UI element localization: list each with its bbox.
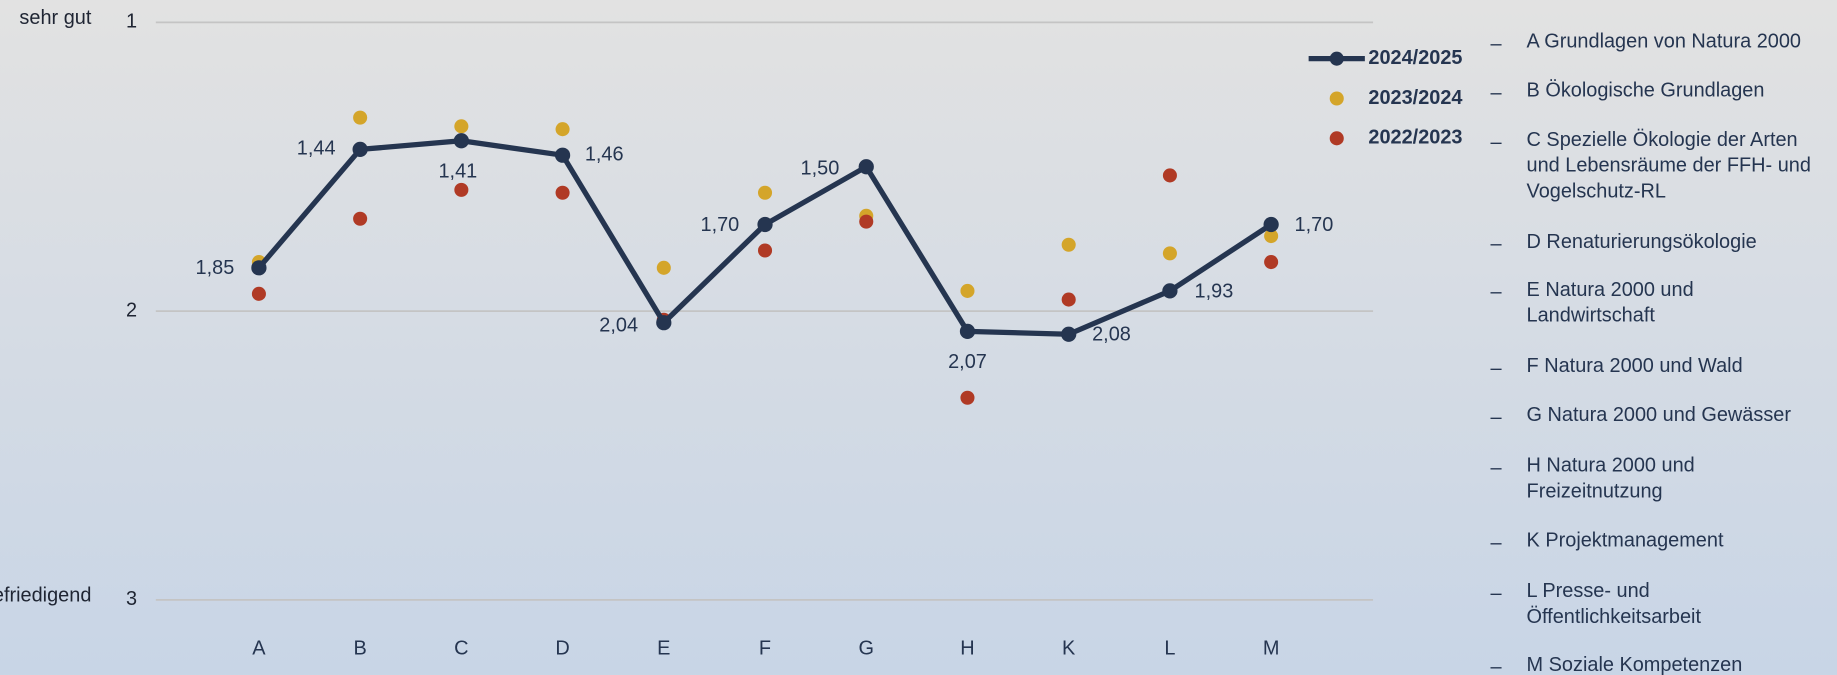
- list-item: Freizeitnutzung: [1527, 480, 1663, 502]
- legend-label: 2023/2024: [1368, 87, 1462, 109]
- dot: [757, 243, 773, 258]
- dot: [454, 119, 469, 134]
- data-label: 1,93: [1195, 280, 1234, 302]
- dot: [960, 390, 975, 405]
- series-line: [256, 138, 1273, 337]
- list-item: K Projektmanagement: [1527, 530, 1724, 552]
- legend-label: 2024/2025: [1368, 47, 1462, 69]
- line-marker: [1263, 216, 1279, 233]
- data-label: 1,70: [1295, 214, 1334, 236]
- dot: [1264, 255, 1279, 270]
- list-dash: –: [1491, 131, 1503, 153]
- line-marker: [453, 133, 469, 149]
- data-label: 2,04: [599, 314, 638, 336]
- list-dash: –: [1491, 407, 1503, 429]
- data-label: 2,07: [948, 351, 987, 373]
- list-item: G Natura 2000 und Gewässer: [1527, 404, 1792, 426]
- dot: [859, 214, 874, 229]
- list-item: C Spezielle Ökologie der Arten: [1527, 129, 1798, 151]
- data-label: 1,46: [585, 143, 624, 165]
- list-item: L Presse- und: [1527, 580, 1650, 602]
- y-tick-label: 1: [126, 11, 137, 33]
- dot: [353, 110, 368, 125]
- x-tick-label: G: [859, 637, 874, 659]
- list-item: Landwirtschaft: [1527, 305, 1656, 327]
- legend-marker: [1329, 91, 1344, 106]
- y-tick-label: 3: [126, 588, 137, 610]
- line-marker: [959, 323, 976, 339]
- dot: [251, 286, 266, 301]
- list-dash: –: [1491, 281, 1503, 303]
- x-tick-label: F: [759, 637, 771, 659]
- list-item: Vogelschutz-RL: [1527, 180, 1666, 202]
- dot: [1061, 292, 1076, 307]
- x-tick-label: H: [960, 637, 974, 659]
- data-label: 1,41: [438, 161, 477, 183]
- x-tick-label: B: [353, 637, 366, 659]
- y-tick-label: 2: [126, 299, 137, 321]
- legend-marker: [1329, 51, 1344, 66]
- list-item: H Natura 2000 und: [1527, 455, 1695, 477]
- dot: [1264, 229, 1279, 244]
- x-tick-label: L: [1164, 637, 1175, 659]
- legend-marker: [1329, 131, 1344, 146]
- list-item: E Natura 2000 und: [1527, 279, 1694, 301]
- dot: [757, 185, 773, 200]
- dot: [1162, 246, 1177, 261]
- dot: [353, 211, 368, 226]
- data-label: 1,44: [297, 138, 336, 160]
- list-dash: –: [1491, 82, 1503, 104]
- list-dash: –: [1491, 233, 1503, 255]
- line-marker: [554, 147, 571, 163]
- list-dash: –: [1491, 582, 1503, 604]
- dot: [1162, 168, 1177, 183]
- data-label: 1,85: [196, 257, 235, 279]
- x-tick-label: E: [657, 637, 670, 659]
- list-item: D Renaturierungsökologie: [1527, 231, 1757, 253]
- x-tick-label: A: [252, 637, 266, 659]
- line-marker: [757, 216, 773, 233]
- legend-label: 2022/2023: [1368, 127, 1462, 149]
- line-marker: [251, 260, 267, 276]
- data-label: 1,50: [801, 157, 840, 179]
- list-dash: –: [1491, 33, 1503, 55]
- axis-label: befriedigend: [0, 585, 91, 607]
- list-item: und Lebensräume der FFH- und: [1527, 155, 1811, 177]
- x-tick-label: M: [1263, 637, 1280, 659]
- line-marker: [1061, 326, 1077, 342]
- dot: [555, 185, 570, 200]
- list-dash: –: [1491, 656, 1503, 675]
- dot: [555, 122, 570, 137]
- list-dash: –: [1491, 357, 1503, 379]
- list-item: F Natura 2000 und Wald: [1527, 355, 1743, 377]
- list-item: A Grundlagen von Natura 2000: [1527, 31, 1801, 53]
- data-label: 1,70: [701, 214, 740, 236]
- x-tick-label: C: [454, 637, 468, 659]
- line-marker: [352, 141, 368, 158]
- line-marker: [1162, 283, 1178, 299]
- list-dash: –: [1491, 532, 1503, 554]
- line-marker: [858, 159, 874, 175]
- dot: [454, 182, 469, 197]
- x-tick-label: K: [1062, 637, 1076, 659]
- axis-label: sehr gut: [19, 7, 91, 29]
- data-label: 2,08: [1092, 324, 1131, 346]
- dot: [960, 283, 975, 298]
- line-marker: [656, 315, 672, 331]
- list-item: M Soziale Kompetenzen: [1527, 654, 1743, 675]
- dot: [1061, 237, 1076, 252]
- dot: [656, 260, 671, 275]
- list-item: B Ökologische Grundlagen: [1527, 80, 1765, 102]
- list-item: Öffentlichkeitsarbeit: [1527, 606, 1702, 628]
- x-tick-label: D: [555, 637, 569, 659]
- list-dash: –: [1491, 457, 1503, 479]
